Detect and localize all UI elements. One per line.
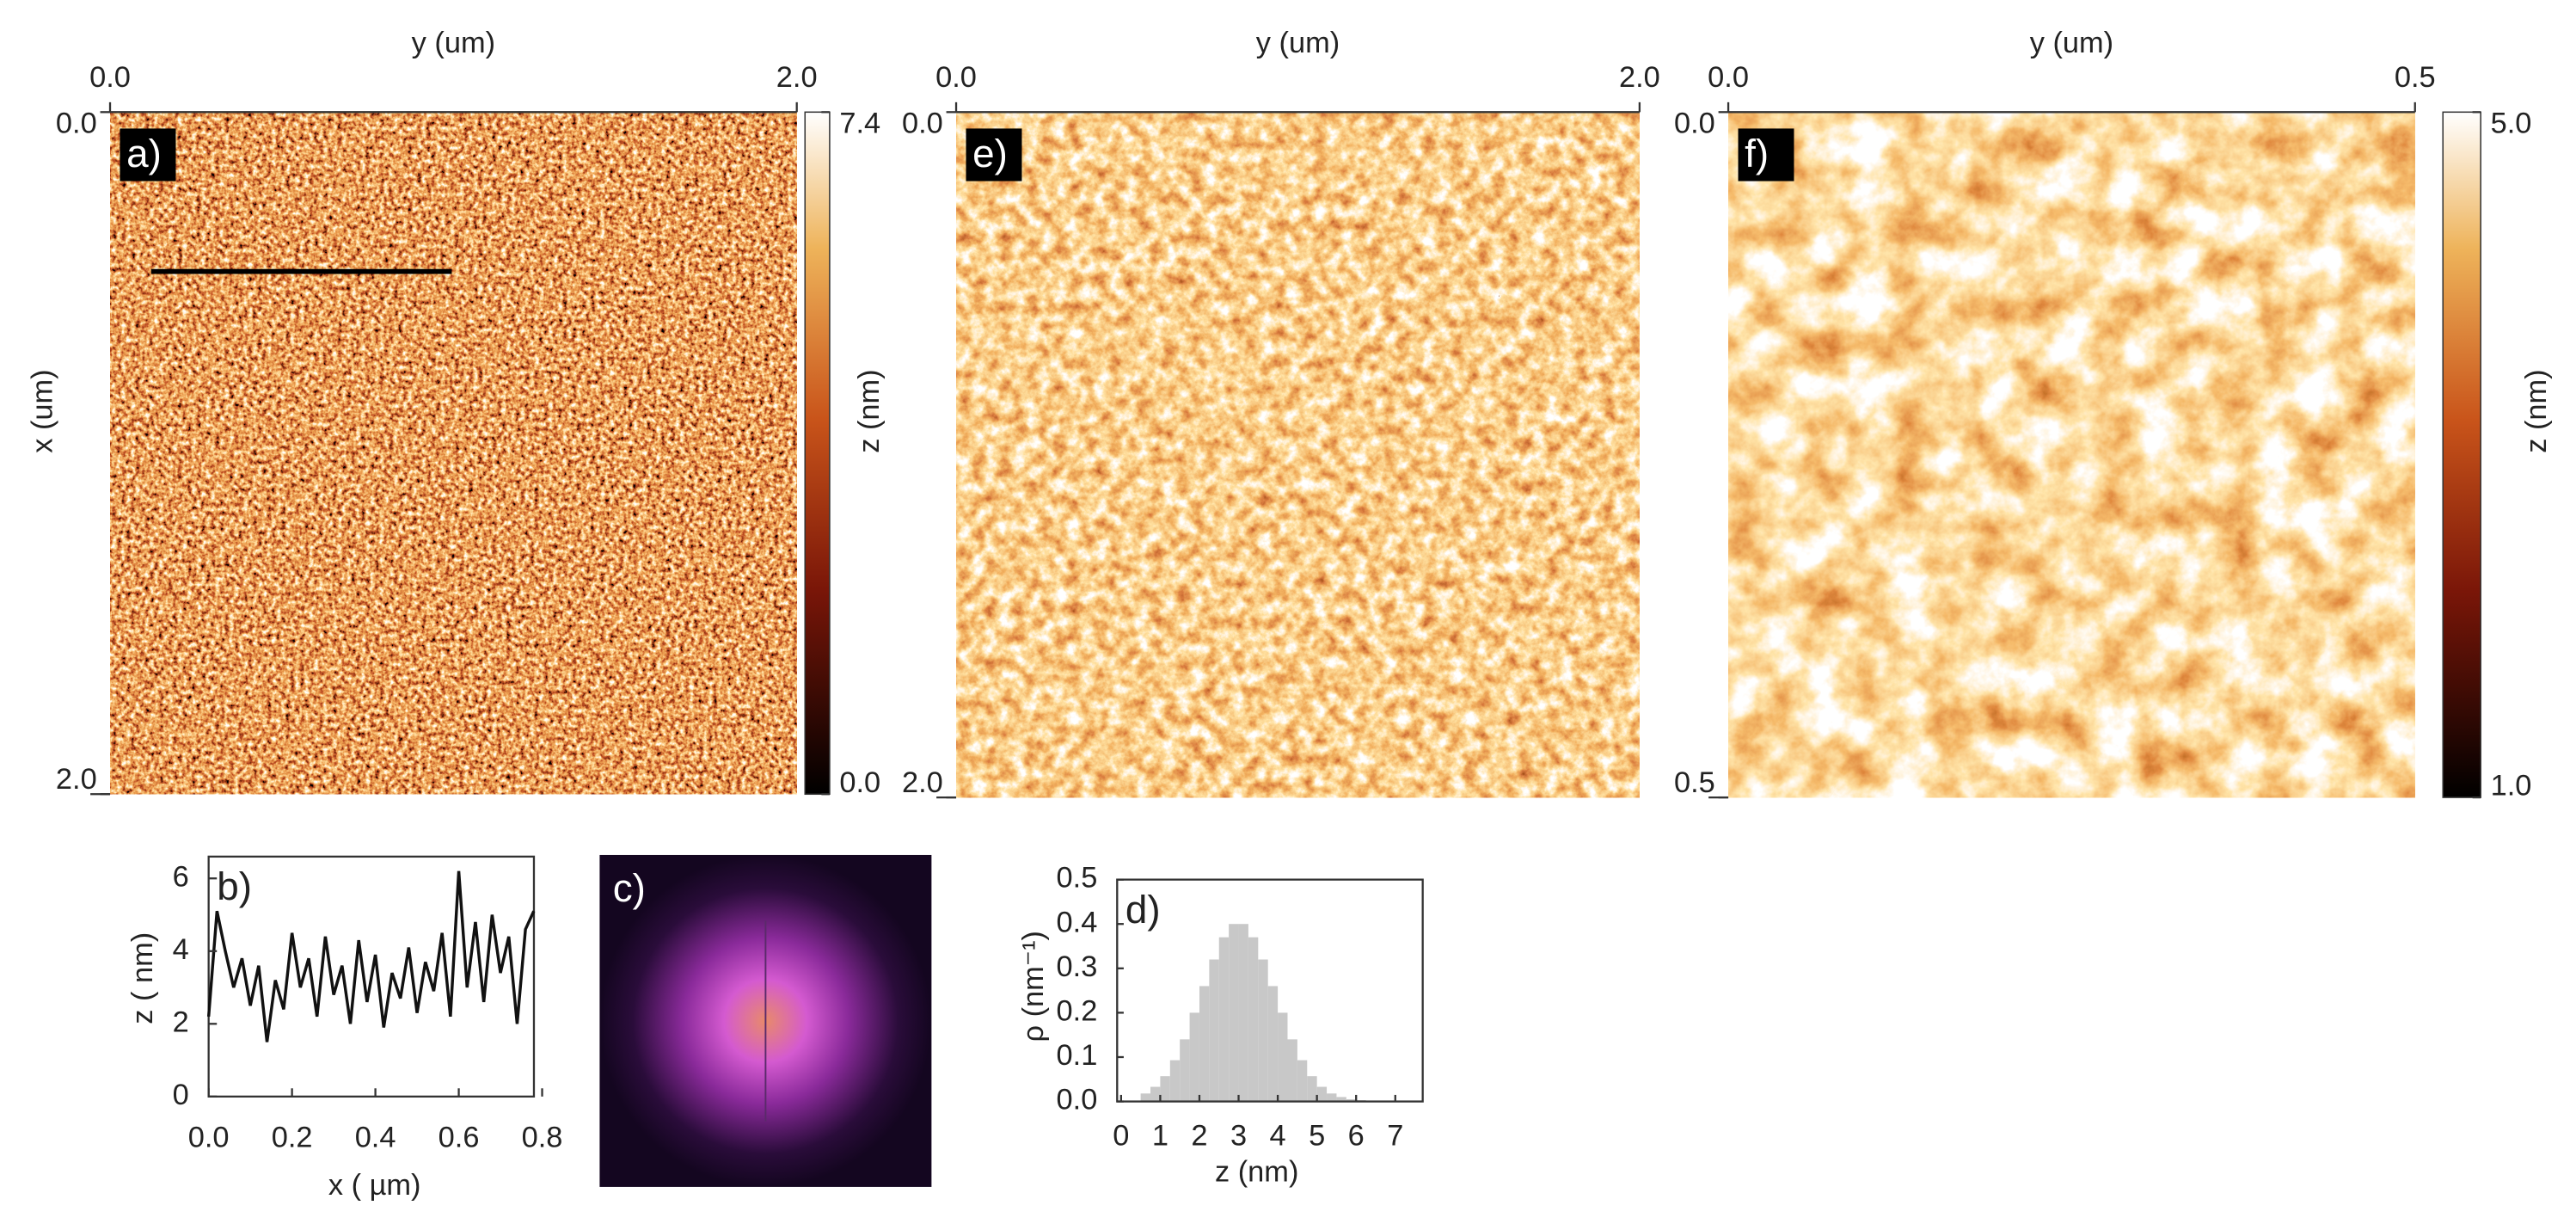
panel-label: d) <box>1125 887 1161 932</box>
histogram-bar <box>1229 924 1239 1102</box>
histogram-bar <box>1209 959 1219 1102</box>
x-tick-label: 0.0 <box>89 61 131 94</box>
x-axis-label: y (um) <box>1256 27 1340 59</box>
histogram-bar <box>1140 1093 1151 1102</box>
y-tick-label: 0.0 <box>902 108 943 140</box>
histogram-bar <box>1327 1093 1337 1102</box>
histogram-bar <box>1218 937 1230 1102</box>
x-tick-label: 0.2 <box>272 1122 313 1154</box>
x-tick-label: 2.0 <box>776 61 818 94</box>
colorbar-tick-label: 1.0 <box>2491 770 2532 803</box>
x-axis-label: x ( µm) <box>328 1169 421 1202</box>
y-tick-label: 0.0 <box>1674 108 1715 140</box>
x-tick-label: 5 <box>1309 1120 1325 1153</box>
colorbar <box>804 111 831 796</box>
histogram-bar <box>1169 1060 1181 1102</box>
x-tick-label: 1 <box>1152 1120 1168 1153</box>
panel-label-box <box>966 128 1022 181</box>
panel-label: a) <box>126 131 162 175</box>
y-axis-label: x (um) <box>27 369 59 452</box>
y-tick-label: 2.0 <box>56 763 97 796</box>
histogram-bar <box>1160 1076 1170 1102</box>
histogram-bar <box>1199 986 1210 1102</box>
x-tick-label: 0.4 <box>355 1122 396 1154</box>
colorbar <box>2442 111 2481 798</box>
histogram-bar <box>1346 1098 1357 1102</box>
y-tick-label: 6 <box>173 860 189 893</box>
histogram-bar <box>1278 1012 1288 1102</box>
y-tick-label: 4 <box>173 933 189 966</box>
histogram-bar <box>1307 1076 1317 1102</box>
profile-line <box>206 870 536 1042</box>
x-tick-label: 2 <box>1191 1120 1207 1153</box>
histogram-bar <box>1258 959 1268 1102</box>
panel-label-box <box>1738 128 1794 181</box>
histogram-bar <box>1287 1039 1297 1102</box>
panel-label: c) <box>613 865 646 910</box>
histogram-bar <box>1336 1097 1346 1102</box>
colorbar-label: z (nm) <box>2520 369 2553 452</box>
x-tick-label: 0 <box>1113 1120 1129 1153</box>
histogram-bar <box>1297 1060 1308 1102</box>
histogram-bar <box>1189 1012 1199 1102</box>
histogram-bar <box>1248 937 1259 1102</box>
y-tick-label: 2.0 <box>902 766 943 799</box>
panel-label-box <box>120 128 176 181</box>
y-axis-label: ρ (nm⁻¹) <box>1017 931 1050 1042</box>
x-tick-label: 7 <box>1387 1120 1403 1153</box>
x-tick-label: 0.8 <box>522 1122 563 1154</box>
colorbar-label: z (nm) <box>853 369 886 452</box>
x-tick-label: 4 <box>1270 1120 1286 1153</box>
histogram-bar <box>1150 1086 1161 1102</box>
y-axis-label: z ( nm) <box>126 932 159 1024</box>
colorbar-tick-label: 0.0 <box>839 766 880 799</box>
afm-image <box>110 112 797 795</box>
y-tick-label: 0.0 <box>56 108 97 140</box>
histogram-bar <box>1267 986 1279 1102</box>
colorbar-tick-label: 7.4 <box>839 108 880 140</box>
y-tick-label: 0 <box>173 1079 189 1111</box>
x-tick-label: 0.6 <box>439 1122 480 1154</box>
x-axis-label: y (um) <box>412 27 495 59</box>
x-tick-label: 3 <box>1230 1120 1247 1153</box>
plot-frame <box>1116 878 1424 1103</box>
histogram-bar <box>1316 1086 1328 1102</box>
x-tick-label: 0.0 <box>1708 61 1749 94</box>
afm-image <box>1728 112 2415 798</box>
x-axis-label: z (nm) <box>1215 1156 1298 1189</box>
colorbar-tick-label: 5.0 <box>2491 108 2532 140</box>
y-tick-label: 0.0 <box>1057 1084 1098 1116</box>
y-tick-label: 0.4 <box>1057 906 1098 938</box>
y-tick-label: 0.5 <box>1674 766 1715 799</box>
y-tick-label: 0.5 <box>1057 862 1098 895</box>
x-axis-label: y (um) <box>2030 27 2113 59</box>
panel-label: e) <box>972 131 1008 175</box>
x-tick-label: 2.0 <box>1619 61 1660 94</box>
plot-frame <box>207 855 536 1098</box>
x-tick-label: 0.5 <box>2395 61 2436 94</box>
x-tick-label: 6 <box>1348 1120 1365 1153</box>
afm-image <box>956 112 1640 798</box>
panel-label: b) <box>217 864 252 908</box>
histogram-bar <box>1180 1039 1190 1102</box>
histogram-bar <box>1238 924 1248 1102</box>
panel-label: f) <box>1745 131 1769 175</box>
y-tick-label: 0.3 <box>1057 950 1098 983</box>
y-tick-label: 2 <box>173 1006 189 1038</box>
x-tick-label: 0.0 <box>935 61 977 94</box>
y-tick-label: 0.2 <box>1057 994 1098 1027</box>
x-tick-label: 0.0 <box>188 1122 230 1154</box>
y-tick-label: 0.1 <box>1057 1039 1098 1072</box>
